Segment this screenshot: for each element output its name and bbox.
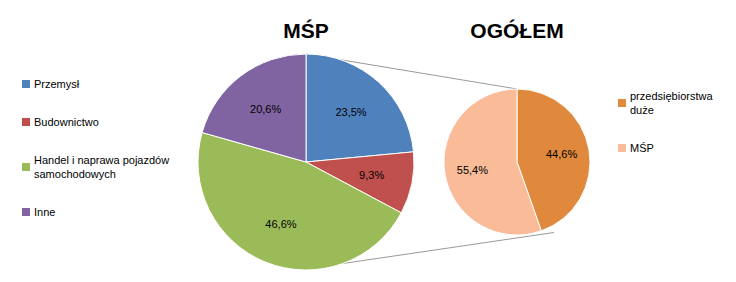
chart-title: OGÓŁEM xyxy=(470,19,563,42)
legend-swatch xyxy=(618,99,626,107)
data-label: 23,5% xyxy=(335,106,366,118)
data-label: 44,6% xyxy=(546,148,577,160)
pie-chart: MŚP 23,5% 9,3% 46,6% 20,6% Przemysł Budownictw… xyxy=(22,19,414,270)
legend-swatch xyxy=(22,208,30,216)
data-label: 20,6% xyxy=(250,103,281,115)
chart-svg: MŚP 23,5% 9,3% 46,6% 20,6% Przemysł Budownictw… xyxy=(0,0,736,282)
legend-item: MŚP xyxy=(618,142,654,154)
chart-root: MŚP 23,5% 9,3% 46,6% 20,6% Przemysł Budownictw… xyxy=(0,0,736,282)
data-labels: 44,6% 55,4% xyxy=(457,148,578,175)
legend-item: Inne xyxy=(22,206,55,218)
legend: przedsiębiorstwaduże MŚP xyxy=(618,90,713,154)
data-label: 46,6% xyxy=(265,218,296,230)
data-label: 55,4% xyxy=(457,164,488,176)
slices xyxy=(198,54,414,270)
legend-label: Przemysł xyxy=(34,78,80,90)
legend-swatch xyxy=(22,163,30,171)
slices xyxy=(444,89,590,235)
pie-slice xyxy=(306,54,414,162)
legend-item: przedsiębiorstwaduże xyxy=(618,90,713,116)
data-labels: 23,5% 9,3% 46,6% 20,6% xyxy=(250,103,384,231)
legend-swatch xyxy=(618,144,626,152)
pie-slice xyxy=(444,89,541,235)
legend-label: Handel i naprawa pojazdówsamochodowych xyxy=(34,154,169,180)
legend-item: Przemysł xyxy=(22,78,80,90)
pie-slice xyxy=(202,54,306,162)
data-label: 9,3% xyxy=(359,169,384,181)
legend-label: Inne xyxy=(34,206,55,218)
legend-label: MŚP xyxy=(630,142,654,154)
legend: Przemysł Budownictwo Handel i naprawa poja… xyxy=(22,78,169,218)
pie-chart: OGÓŁEM 44,6% 55,4% przedsiębiorstwaduże MŚP xyxy=(444,19,713,235)
legend-swatch xyxy=(22,80,30,88)
legend-label: przedsiębiorstwaduże xyxy=(630,90,713,116)
legend-label: Budownictwo xyxy=(34,116,99,128)
chart-title: MŚP xyxy=(283,19,329,42)
legend-item: Handel i naprawa pojazdówsamochodowych xyxy=(22,154,169,180)
legend-swatch xyxy=(22,118,30,126)
legend-item: Budownictwo xyxy=(22,116,99,128)
